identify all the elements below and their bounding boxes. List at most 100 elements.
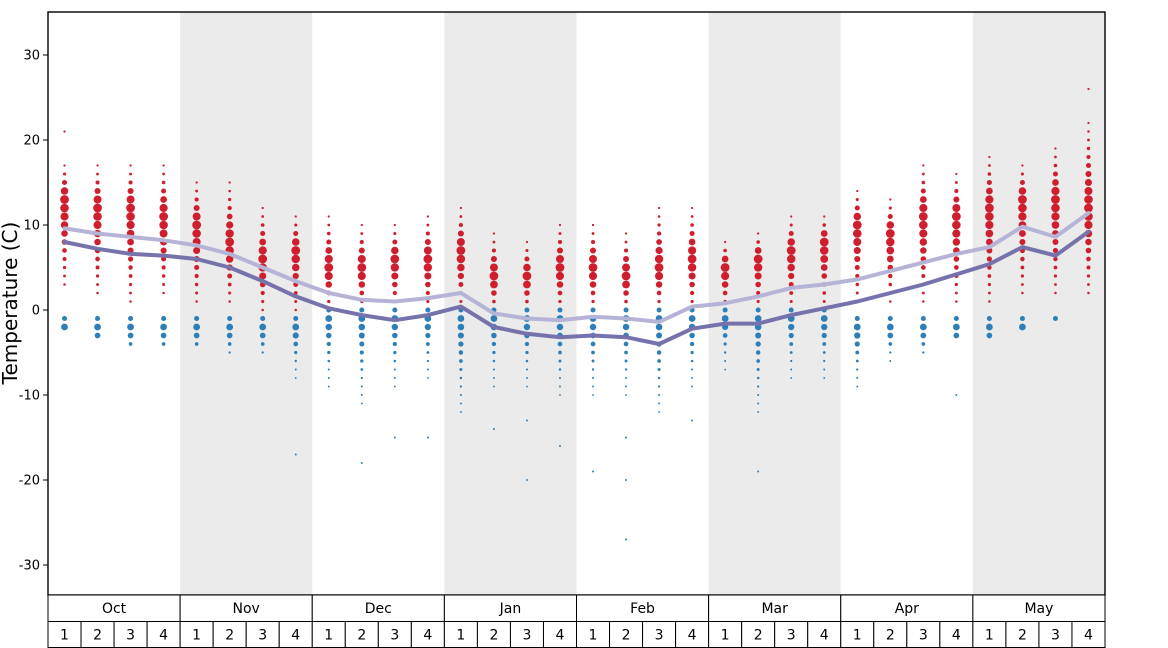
min-temp-dot <box>525 368 529 371</box>
week-cell <box>576 621 611 648</box>
min-temp-dot <box>491 341 497 347</box>
max-temp-dot <box>294 308 297 312</box>
week-label: 3 <box>258 628 267 644</box>
max-temp-dot <box>258 254 268 264</box>
min-temp-dot <box>658 411 660 413</box>
max-temp-dot <box>391 272 399 280</box>
min-temp-outlier-dot <box>625 436 628 439</box>
max-temp-dot <box>1020 256 1025 262</box>
max-temp-dot <box>953 196 960 203</box>
min-temp-dot <box>526 385 528 388</box>
week-label: 4 <box>556 628 565 644</box>
max-temp-dot <box>423 246 432 255</box>
max-temp-dot <box>654 254 664 264</box>
max-temp-dot <box>492 240 496 244</box>
min-temp-dot <box>820 315 828 322</box>
min-temp-dot <box>227 342 232 346</box>
max-temp-dot <box>852 229 862 238</box>
min-temp-dot <box>754 315 762 322</box>
week-cell <box>377 621 412 648</box>
max-temp-dot <box>919 196 927 203</box>
min-temp-dot <box>393 385 396 388</box>
max-temp-dot <box>1051 186 1060 196</box>
week-cell <box>807 621 842 648</box>
min-temp-dot <box>327 350 331 355</box>
min-temp-dot <box>559 394 561 396</box>
max-temp-dot <box>1052 179 1059 186</box>
max-temp-dot <box>985 229 994 238</box>
max-temp-dot <box>721 255 729 263</box>
week-label: 3 <box>1051 628 1060 644</box>
min-temp-dot <box>986 316 992 321</box>
min-temp-dot <box>459 402 462 405</box>
min-temp-dot <box>855 359 859 363</box>
min-temp-dot <box>558 376 562 380</box>
month-cell <box>708 594 842 622</box>
max-temp-dot <box>459 299 463 304</box>
max-temp-dot <box>623 255 630 263</box>
max-temp-dot <box>492 232 496 235</box>
min-temp-dot <box>61 323 68 331</box>
max-temp-dot <box>294 223 298 227</box>
month-cell <box>443 594 577 622</box>
min-temp-dot <box>625 385 627 388</box>
min-temp-dot <box>756 376 760 380</box>
max-temp-dot <box>1054 155 1057 159</box>
week-label: 2 <box>622 628 631 644</box>
min-temp-dot <box>689 332 695 339</box>
min-temp-dot <box>524 307 530 313</box>
max-temp-dot <box>522 271 532 281</box>
max-temp-dot <box>1018 195 1027 204</box>
min-temp-dot <box>360 385 363 388</box>
max-temp-dot <box>754 272 762 280</box>
max-temp-dot <box>425 281 431 288</box>
week-label: 1 <box>60 628 69 644</box>
max-temp-dot <box>160 247 167 254</box>
y-axis-title: Temperature (C) <box>0 222 22 386</box>
max-temp-dot <box>228 189 231 193</box>
max-temp-dot <box>523 280 531 289</box>
month-cell <box>179 594 313 622</box>
min-temp-dot <box>426 359 429 363</box>
max-temp-dot <box>822 300 826 303</box>
min-temp-dot <box>492 350 496 355</box>
max-temp-dot <box>852 220 862 230</box>
max-temp-dot <box>1052 247 1059 254</box>
max-temp-dot <box>986 187 993 195</box>
min-temp-dot <box>757 394 760 396</box>
min-temp-dot <box>657 376 661 380</box>
min-temp-dot <box>724 360 727 362</box>
max-temp-dot <box>1053 163 1058 168</box>
max-temp-dot <box>327 223 331 227</box>
max-temp-dot <box>226 213 233 220</box>
week-cell <box>113 621 148 648</box>
min-temp-dot <box>558 350 562 355</box>
max-temp-outlier-dot <box>1087 87 1090 91</box>
max-temp-dot <box>952 229 961 238</box>
min-temp-outlier-dot <box>360 462 363 464</box>
min-temp-dot <box>624 359 628 363</box>
max-temp-dot <box>1051 212 1060 221</box>
min-temp-dot <box>854 332 861 339</box>
min-temp-dot <box>724 368 727 371</box>
week-label: 1 <box>985 628 994 644</box>
max-temp-dot <box>823 215 826 218</box>
min-temp-dot <box>492 377 495 379</box>
max-temp-dot <box>360 232 364 235</box>
max-temp-dot <box>919 203 928 213</box>
max-temp-dot <box>261 215 265 218</box>
max-temp-dot <box>357 255 366 263</box>
min-temp-dot <box>823 359 826 363</box>
min-temp-dot <box>525 350 529 355</box>
max-temp-dot <box>820 230 828 237</box>
min-temp-dot <box>757 411 760 413</box>
max-temp-dot <box>853 246 861 255</box>
max-temp-dot <box>95 180 100 185</box>
max-temp-dot <box>985 220 994 230</box>
max-temp-dot <box>1087 121 1090 125</box>
min-temp-outlier-dot <box>393 436 396 439</box>
y-tick-label: 30 <box>23 49 40 64</box>
max-temp-dot <box>955 300 958 303</box>
min-temp-dot <box>822 342 827 346</box>
min-temp-dot <box>425 307 431 313</box>
